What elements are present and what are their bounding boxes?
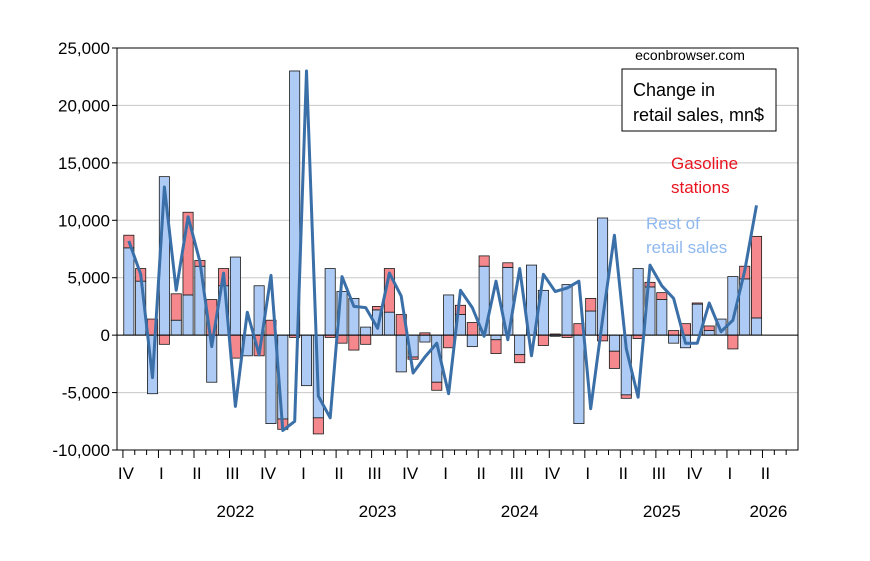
x-quarter-label: IV [118, 464, 135, 483]
bar-gasoline-stations [312, 417, 324, 435]
x-year-label: 2023 [359, 502, 397, 521]
y-tick-label: -5,000 [62, 384, 110, 403]
x-quarter-label: III [510, 464, 524, 483]
gasoline-label-line-2: stations [671, 178, 730, 197]
bar-rest-of-retail [668, 334, 680, 344]
bar-gasoline-stations [170, 293, 182, 321]
y-tick-label: 0 [101, 326, 110, 345]
bar-gasoline-stations [466, 322, 478, 336]
gasoline-label-line-1: Gasoline [671, 154, 738, 173]
x-quarter-label: IV [544, 464, 561, 483]
bar-gasoline-stations [502, 262, 514, 268]
bar-gasoline-stations [454, 304, 466, 315]
bar-gasoline-stations [514, 354, 526, 364]
y-tick-label: 15,000 [58, 154, 110, 173]
y-tick-label: 25,000 [58, 39, 110, 58]
y-axis: 25,000 20,000 15,000 10,000 5,000 0 -5,000 -10,… [52, 39, 117, 460]
bar-rest-of-retail [490, 334, 502, 341]
bar-rest-of-retail [301, 334, 312, 387]
x-quarter-label: IV [686, 464, 703, 483]
legend-line-1: Change in [633, 80, 715, 100]
bar-gasoline-stations [585, 297, 597, 312]
x-quarter-label: I [443, 464, 448, 483]
bar-gasoline-stations [608, 350, 620, 369]
plot-frame [116, 47, 799, 451]
bar-rest-of-retail [632, 268, 644, 336]
bar-rest-of-retail [395, 334, 407, 373]
bar-rest-of-retail [608, 334, 620, 352]
y-tick-label: 5,000 [67, 269, 110, 288]
bar-gasoline-stations [656, 292, 668, 300]
x-year-label: 2024 [501, 502, 539, 521]
bar-rest-of-retail [573, 334, 585, 424]
x-quarter-label: I [728, 464, 733, 483]
rest-label-line-2: retail sales [646, 238, 727, 257]
x-quarter-label: II [334, 464, 343, 483]
bar-gasoline-stations [620, 394, 632, 399]
bar-gasoline-stations [478, 255, 490, 267]
bar-gasoline-stations [691, 302, 703, 305]
bar-gasoline-stations [360, 334, 372, 345]
x-quarter-label: I [159, 464, 164, 483]
bar-rest-of-retail [419, 334, 431, 343]
x-quarter-label: II [476, 464, 485, 483]
bar-rest-of-retail [751, 317, 763, 336]
x-quarter-label: II [192, 464, 201, 483]
bar-rest-of-retail [170, 319, 182, 336]
x-axis: IV I II III IV I II III IV I II III IV I II III IV I II202… [118, 450, 787, 521]
bar-gasoline-stations [644, 281, 656, 288]
x-quarter-label: II [619, 464, 628, 483]
bar-rest-of-retail [229, 256, 241, 336]
bar-rest-of-retail [324, 268, 336, 336]
legend-line-2: retail sales, mn$ [633, 105, 764, 125]
bar-rest-of-retail [514, 334, 526, 356]
y-tick-label: -10,000 [52, 441, 110, 460]
bar-gasoline-stations [537, 334, 549, 346]
x-quarter-label: III [225, 464, 239, 483]
bar-rest-of-retail [123, 247, 135, 336]
x-quarter-label: I [585, 464, 590, 483]
bar-rest-of-retail [265, 334, 277, 424]
bar-gasoline-stations [407, 356, 419, 360]
y-tick-label: 20,000 [58, 96, 110, 115]
bar-rest-of-retail [703, 330, 715, 336]
watermark: econbrowser.com [635, 47, 745, 63]
x-quarter-label: IV [402, 464, 419, 483]
x-quarter-label: II [761, 464, 770, 483]
bar-gasoline-stations [158, 334, 170, 345]
bar-gasoline-stations [348, 334, 360, 351]
bar-gasoline-stations [443, 334, 455, 349]
bar-rest-of-retail [561, 284, 573, 336]
bar-gasoline-stations [668, 330, 680, 336]
bar-gasoline-stations [490, 339, 502, 354]
bar-gasoline-stations [703, 325, 715, 331]
bar-gasoline-stations [431, 381, 443, 391]
bar-rest-of-retail [656, 299, 668, 336]
bar-rest-of-retail [585, 310, 597, 336]
bar-rest-of-retail [466, 334, 478, 348]
bar-rest-of-retail [383, 311, 395, 336]
x-quarter-label: IV [260, 464, 277, 483]
bar-gasoline-stations [751, 235, 763, 319]
x-year-label: 2022 [217, 502, 255, 521]
bar-gasoline-stations [632, 334, 644, 339]
x-year-label: 2026 [749, 502, 787, 521]
x-quarter-label: III [652, 464, 666, 483]
bar-gasoline-stations [727, 334, 739, 350]
y-tick-label: 10,000 [58, 211, 110, 230]
bar-rest-of-retail [182, 294, 194, 336]
total-change-line [127, 69, 758, 432]
x-year-label: 2025 [643, 502, 681, 521]
x-quarter-label: III [368, 464, 382, 483]
bar-rest-of-retail [443, 294, 455, 336]
legend-box [621, 68, 777, 132]
rest-label-line-1: Rest of [646, 214, 700, 233]
bar-rest-of-retail [360, 326, 372, 336]
x-quarter-label: I [301, 464, 306, 483]
